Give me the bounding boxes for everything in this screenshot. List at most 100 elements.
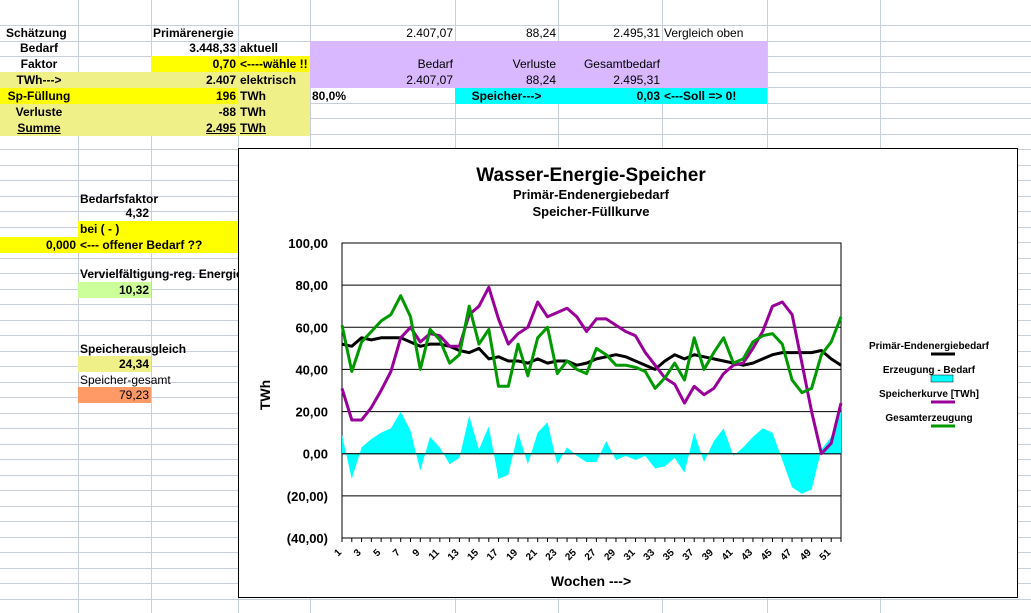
cell-percent[interactable]: 80,0% [312, 89, 347, 103]
bg-spfuellung-unit [238, 88, 310, 104]
bg-offen [0, 237, 238, 253]
x-tick-label: 13 [446, 547, 462, 563]
cell-top-v3[interactable]: 2.495,31 [613, 26, 660, 40]
chart-ylabel: TWh [257, 380, 273, 410]
bg-vervielf [78, 282, 151, 298]
x-tick-label: 15 [465, 547, 481, 563]
x-tick-label: 47 [779, 547, 795, 563]
legend-label: Speicherkurve [TWh] [879, 389, 979, 400]
cell-soll[interactable]: <---Soll => 0! [664, 89, 737, 103]
bg-twh-row [0, 72, 310, 88]
x-tick-label: 1 [332, 547, 344, 559]
cell-primaerenergie[interactable]: Primärenergie [153, 26, 234, 40]
grid-col-line [78, 0, 79, 613]
cell-twh-arrow[interactable]: TWh---> [16, 73, 62, 87]
bg-speicher-cyan [455, 88, 767, 104]
cell-speicher-gesamt[interactable]: Speicher-gesamt [80, 373, 171, 387]
cell-twh-unit-1[interactable]: TWh [240, 89, 266, 103]
cell-header-gesamtbedarf[interactable]: Gesamtbedarf [583, 57, 660, 71]
cell-header-bedarf[interactable]: Bedarf [417, 57, 453, 71]
cell-speicherausgleich[interactable]: Speicherausgleich [80, 342, 187, 356]
x-tick-label: 49 [798, 547, 814, 563]
cell-faktor[interactable]: Faktor [20, 57, 58, 71]
grid-row-line [0, 134, 1031, 135]
x-tick-label: 37 [681, 547, 697, 563]
cell-offen-label[interactable]: <--- offener Bedarf ?? [80, 238, 203, 252]
x-tick-label: 27 [583, 547, 599, 563]
cell-vervielf-value[interactable]: 10,32 [118, 283, 149, 297]
y-tick-label: 100,00 [288, 236, 328, 251]
grid-col-line [151, 0, 152, 613]
cell-twh-value[interactable]: 2.407 [205, 73, 236, 87]
x-tick-label: 21 [524, 547, 540, 563]
cell-r-v3[interactable]: 2.495,31 [613, 73, 660, 87]
y-tick-label: 40,00 [295, 362, 328, 377]
y-tick-label: (40,00) [287, 531, 328, 546]
cell-twh-unit-2[interactable]: TWh [240, 105, 266, 119]
cell-vergleich[interactable]: Vergleich oben [664, 26, 744, 40]
y-tick-label: (20,00) [287, 489, 328, 504]
cell-header-verluste[interactable]: Verluste [512, 57, 556, 71]
cell-vervielf[interactable]: Vervielfältigung-reg. Energie [80, 267, 243, 281]
chart-xlabel: Wochen ---> [551, 573, 631, 589]
cell-waehle[interactable]: <----wähle !! [240, 57, 308, 71]
bg-waehle [238, 56, 310, 72]
x-tick-label: 11 [427, 547, 443, 563]
x-tick-label: 5 [372, 547, 384, 559]
cell-r-v2[interactable]: 88,24 [525, 73, 556, 87]
chart-object[interactable]: Wasser-Energie-Speicher Primär-Endenergi… [238, 148, 1018, 598]
x-tick-label: 31 [622, 547, 638, 563]
cell-faktor-value[interactable]: 0,70 [212, 57, 236, 71]
cell-speicher-gesamt-value[interactable]: 79,23 [118, 388, 149, 402]
cell-top-v1[interactable]: 2.407,07 [406, 26, 453, 40]
x-tick-label: 39 [700, 547, 716, 563]
bg-speicherausgleich [78, 356, 151, 372]
legend-label: Gesamterzeugung [885, 413, 972, 424]
plot-background [341, 242, 842, 539]
cell-sp-fuellung[interactable]: Sp-Füllung [7, 89, 71, 103]
cell-verluste[interactable]: Verluste [15, 105, 63, 119]
y-tick-label: 60,00 [295, 320, 328, 335]
grid-row-line [0, 25, 1031, 26]
x-tick-label: 9 [411, 547, 423, 559]
series-line-gesamterzeugung [340, 294, 843, 395]
x-tick-label: 43 [739, 547, 755, 563]
x-tick-label: 25 [563, 547, 579, 563]
cell-summe[interactable]: Summe [17, 121, 61, 135]
x-tick-label: 7 [391, 547, 403, 559]
cell-twh-unit-3[interactable]: TWh [240, 121, 266, 135]
y-tick-label: 20,00 [295, 405, 328, 420]
grid-row-line [0, 599, 1031, 600]
cell-aktuell[interactable]: aktuell [240, 41, 279, 55]
cell-bedarf[interactable]: Bedarf [19, 41, 58, 55]
bg-verluste-summe [0, 104, 310, 136]
cell-summe-value[interactable]: 2.495 [205, 121, 236, 135]
cell-elektrisch[interactable]: elektrisch [240, 73, 297, 87]
y-tick-label: 80,00 [295, 278, 328, 293]
cell-verluste-value[interactable]: -88 [218, 105, 236, 119]
cell-speicher-arrow[interactable]: Speicher---> [471, 89, 542, 103]
cell-spf-value[interactable]: 196 [215, 89, 236, 103]
cell-top-v2[interactable]: 88,24 [525, 26, 556, 40]
x-tick-label: 45 [759, 547, 775, 563]
x-tick-label: 51 [818, 547, 834, 563]
cell-speicher-value[interactable]: 0,03 [636, 89, 660, 103]
cell-bedarfsfaktor[interactable]: Bedarfsfaktor [80, 192, 159, 206]
x-tick-label: 17 [485, 547, 501, 563]
bg-speicher-gesamt [78, 387, 151, 403]
cell-bedarf-value[interactable]: 3.448,33 [189, 41, 236, 55]
bg-bei [78, 221, 238, 237]
chart-svg: Wasser-Energie-Speicher Primär-Endenergi… [257, 165, 990, 589]
cell-r-v1[interactable]: 2.407,07 [406, 73, 453, 87]
y-tick-label: 0,00 [303, 447, 328, 462]
bg-lavender-block [310, 41, 767, 88]
bg-faktor-value [151, 56, 238, 72]
series-area-erzeugung-bedarf [342, 411, 841, 494]
cell-bei[interactable]: bei ( - ) [80, 222, 120, 236]
legend-swatch [930, 374, 954, 383]
legend-label: Primär-Endenergiebedarf [869, 341, 990, 352]
cell-schaetzung[interactable]: Schätzung [6, 26, 67, 40]
cell-speicherausgleich-value[interactable]: 24,34 [118, 357, 149, 371]
cell-bedarfsfaktor-value[interactable]: 4,32 [125, 206, 149, 220]
cell-offen-value[interactable]: 0,000 [45, 238, 76, 252]
